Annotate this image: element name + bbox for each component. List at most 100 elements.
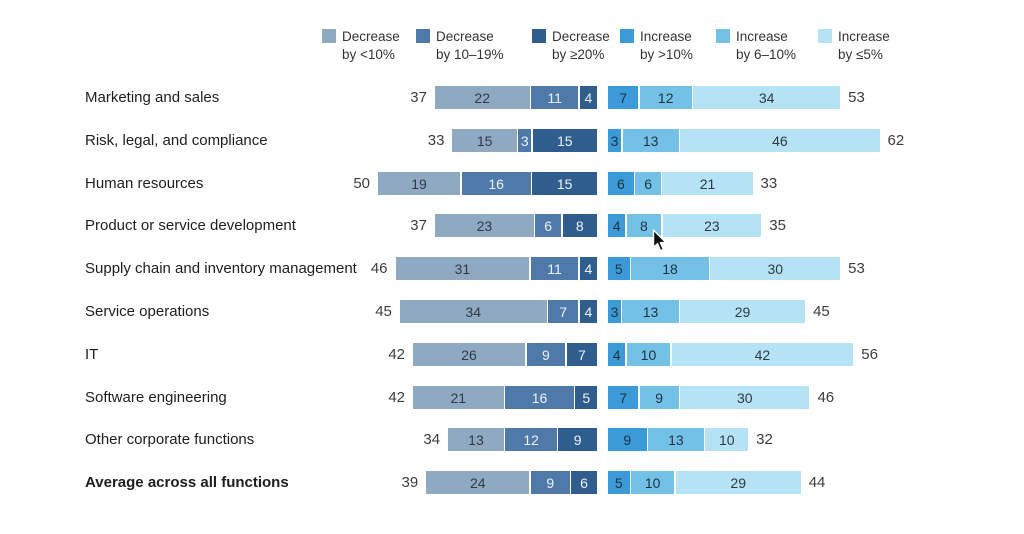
row-label: Product or service development	[85, 217, 296, 234]
row-label: Other corporate functions	[85, 431, 255, 448]
legend-label: Decrease	[552, 29, 610, 44]
segment-value: 19	[411, 175, 427, 192]
legend-item-increase-gt10: Increase by >10%	[620, 28, 693, 63]
row-label: Software engineering	[85, 389, 227, 406]
segment-value: 30	[736, 389, 753, 406]
increase-total: 32	[756, 431, 773, 448]
segment-value: 7	[578, 346, 586, 363]
increase-bar: 9 13 10	[608, 428, 749, 451]
bar-segment: 23	[434, 214, 534, 237]
bar-segment: 3	[608, 129, 621, 152]
bar-segment: 6	[635, 172, 661, 195]
bar-segment: 9	[530, 471, 570, 494]
segment-value: 9	[573, 431, 582, 448]
segment-value: 9	[542, 346, 550, 363]
legend-swatch-decrease-lt10-icon	[322, 29, 336, 43]
bar-segment: 19	[378, 172, 461, 195]
decrease-total: 39	[401, 474, 419, 491]
segment-value: 13	[642, 132, 659, 149]
legend-label: Increase	[838, 29, 890, 44]
bar-segment: 9	[608, 428, 647, 451]
segment-value: 29	[734, 303, 751, 320]
segment-value: 15	[556, 175, 573, 192]
bar-segment: 9	[526, 343, 566, 366]
bar-segment: 21	[662, 172, 753, 195]
chart-row: IT 26 9 7 42 4 10 42 56	[0, 343, 1024, 366]
decrease-total: 46	[370, 260, 388, 277]
increase-total: 45	[813, 303, 830, 320]
segment-value: 46	[772, 132, 788, 149]
decrease-bar: 13 12 9	[448, 428, 597, 451]
bar-segment: 10	[626, 343, 671, 366]
increase-total: 44	[808, 474, 826, 491]
increase-total: 46	[817, 389, 835, 406]
increase-total: 35	[769, 217, 786, 234]
chart-row: Product or service development 23 6 8 37 4 8 23…	[0, 214, 1024, 237]
bar-segment: 15	[532, 172, 597, 195]
chart-row: Supply chain and inventory management 31 1…	[0, 257, 1024, 280]
increase-total: 62	[887, 132, 905, 149]
segment-value: 3	[520, 132, 529, 149]
segment-value: 11	[547, 260, 562, 277]
segment-value: 6	[580, 474, 588, 491]
bar-segment: 9	[558, 428, 597, 451]
bar-segment: 11	[530, 257, 579, 280]
increase-bar: 7 9 30	[608, 386, 810, 409]
increase-bar: 4 10 42	[608, 343, 854, 366]
increase-bar: 4 8 23	[608, 214, 762, 237]
segment-value: 26	[461, 346, 477, 363]
legend-item-increase-le5: Increase by ≤5%	[818, 28, 890, 63]
bar-segment: 23	[662, 214, 762, 237]
legend-sublabel: by 6–10%	[736, 46, 797, 62]
bar-segment: 6	[608, 172, 634, 195]
decrease-total: 42	[388, 346, 406, 363]
decrease-bar: 23 6 8	[434, 214, 597, 237]
bar-segment: 34	[399, 300, 547, 323]
bar-segment: 9	[639, 386, 679, 409]
decrease-total: 37	[410, 217, 427, 234]
legend: Decrease by <10% Decrease by 10–19% Decr…	[0, 28, 1024, 68]
segment-value: 6	[544, 217, 553, 234]
bar-segment: 16	[461, 172, 531, 195]
increase-total: 56	[861, 346, 878, 363]
bar-segment: 8	[626, 214, 662, 237]
decrease-total: 42	[388, 389, 406, 406]
increase-bar: 3 13 46	[608, 129, 880, 152]
segment-value: 6	[644, 175, 652, 192]
segment-value: 4	[584, 260, 593, 277]
legend-item-decrease-10-19: Decrease by 10–19%	[416, 28, 504, 63]
chart-row: Service operations 34 7 4 45 3 13 29 45	[0, 300, 1024, 323]
legend-sublabel: by >10%	[640, 46, 693, 62]
bar-segment: 13	[622, 129, 679, 152]
legend-sublabel: by ≥20%	[552, 46, 605, 62]
increase-total: 33	[760, 175, 778, 192]
decrease-bar: 24 9 6	[426, 471, 597, 494]
segment-value: 23	[704, 217, 720, 234]
decrease-bar: 21 16 5	[413, 386, 597, 409]
legend-item-increase-6-10: Increase by 6–10%	[716, 28, 796, 63]
segment-value: 23	[476, 217, 493, 234]
segment-value: 12	[657, 89, 674, 106]
chart-row: Human resources 19 16 15 50 6 6 21 33	[0, 172, 1024, 195]
bar-segment: 4	[579, 300, 597, 323]
legend-swatch-decrease-10-19-icon	[416, 29, 430, 43]
segment-value: 42	[754, 346, 771, 363]
segment-value: 34	[465, 303, 481, 320]
bar-segment: 30	[680, 386, 810, 409]
segment-value: 3	[610, 132, 619, 149]
segment-value: 8	[639, 217, 648, 234]
segment-value: 13	[642, 303, 659, 320]
bar-segment: 8	[562, 214, 597, 237]
segment-value: 3	[610, 303, 619, 320]
row-label: Human resources	[85, 175, 204, 192]
bar-segment: 13	[448, 428, 504, 451]
decrease-bar: 19 16 15	[378, 172, 597, 195]
segment-value: 13	[668, 431, 684, 448]
bar-segment: 42	[671, 343, 854, 366]
segment-value: 18	[662, 260, 678, 277]
increase-bar: 5 18 30	[608, 257, 841, 280]
decrease-bar: 34 7 4	[399, 300, 597, 323]
bar-segment: 4	[579, 257, 597, 280]
segment-value: 4	[584, 303, 593, 320]
legend-swatch-decrease-ge20-icon	[532, 29, 546, 43]
